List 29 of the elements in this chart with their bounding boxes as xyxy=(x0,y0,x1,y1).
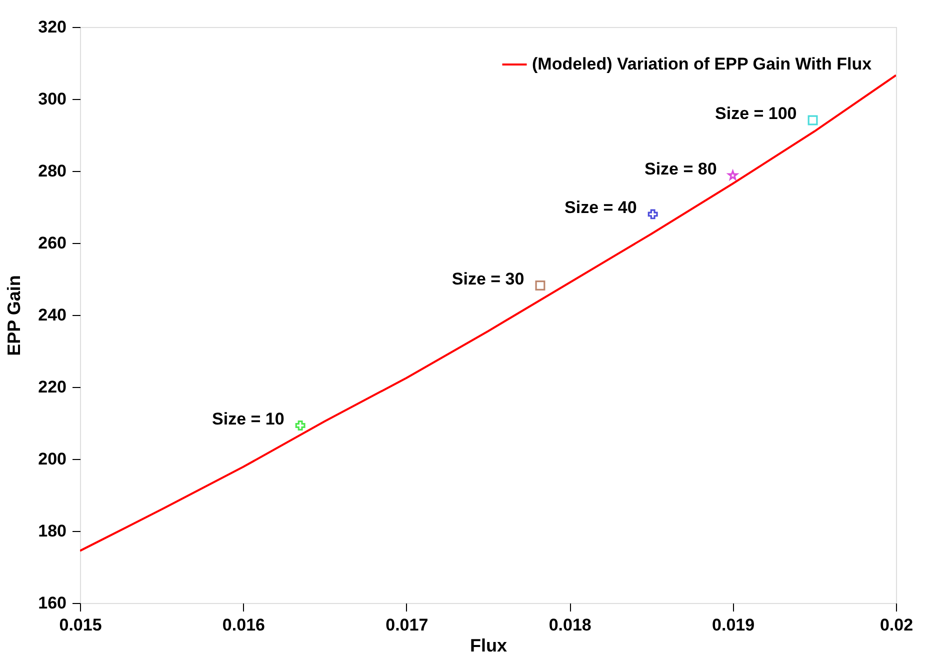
point xyxy=(728,170,738,180)
y-tick-label: 160 xyxy=(38,594,66,612)
x-tick-label: 0.018 xyxy=(548,616,592,634)
y-tick-label: 240 xyxy=(38,306,66,324)
x-tick-label: 0.016 xyxy=(222,616,265,634)
point xyxy=(535,280,546,290)
y-axis-title: EPP Gain xyxy=(4,275,24,356)
point xyxy=(648,209,658,220)
x-axis-title: Flux xyxy=(470,636,508,656)
point xyxy=(808,115,818,126)
y-tick-label: 220 xyxy=(38,378,66,396)
annotation: Size = 10 xyxy=(212,410,284,429)
x-tick-label: 0.02 xyxy=(880,616,914,634)
line-series xyxy=(80,74,896,552)
y-tick-label: 280 xyxy=(38,162,66,180)
y-tick-label: 200 xyxy=(38,450,66,468)
x-tick-label: 0.017 xyxy=(386,616,428,634)
x-tick-label: 0.015 xyxy=(59,616,102,634)
y-tick-label: 180 xyxy=(38,522,66,540)
annotation: Size = 30 xyxy=(452,269,524,288)
x-tick-label: 0.019 xyxy=(712,616,755,634)
legend-label: (Modeled) Variation of EPP Gain With Flux xyxy=(532,54,872,74)
annotation: Size = 100 xyxy=(715,104,797,124)
annotation: Size = 80 xyxy=(644,159,717,178)
y-tick-label: 320 xyxy=(38,18,66,36)
point xyxy=(295,420,306,431)
y-tick-label: 260 xyxy=(38,234,66,252)
annotation: Size = 40 xyxy=(564,198,637,218)
y-tick-label: 300 xyxy=(38,90,66,108)
